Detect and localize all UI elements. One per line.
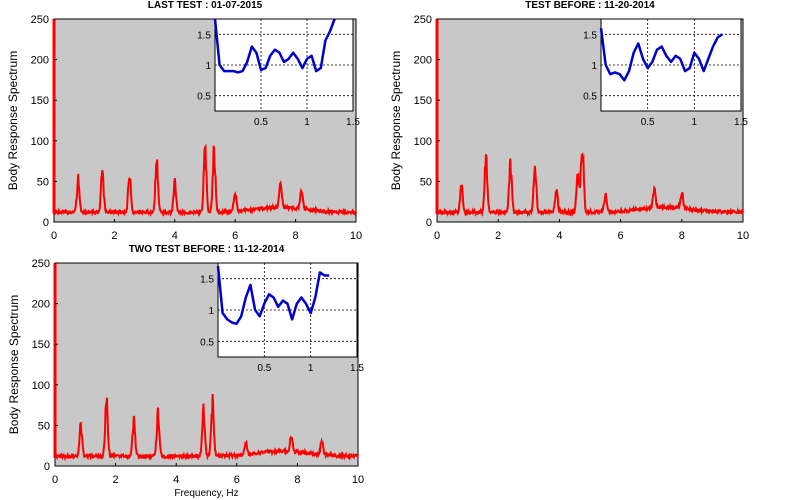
y-tick-label: 200 [32, 299, 50, 311]
x-tick-label: 0 [51, 230, 57, 242]
y-tick-label: 50 [37, 176, 49, 188]
x-tick-label: 8 [294, 474, 300, 486]
inset-x-tick-label: 1.5 [346, 117, 360, 128]
y-tick-label: 200 [31, 55, 49, 67]
y-tick-label: 0 [426, 217, 432, 229]
x-tick-label: 2 [113, 474, 119, 486]
inset-y-tick-label: 0.5 [583, 92, 597, 103]
inset-chart: 0.5 1 1.5 0.5 1 1.5 [200, 262, 364, 374]
inset-x-tick-label: 1 [308, 363, 314, 374]
x-tick-label: 0 [52, 474, 58, 486]
y-tick-label: 150 [32, 339, 50, 351]
inset-x-tick-label: 1 [304, 117, 310, 128]
inset-y-tick-label: 1 [205, 61, 211, 72]
x-tick-label: 0 [434, 230, 440, 242]
y-tick-label: 100 [31, 136, 49, 148]
x-tick-label: 4 [556, 230, 562, 242]
chart-title: TEST BEFORE : 11-20-2014 [525, 0, 655, 11]
x-tick-label: 8 [679, 230, 685, 242]
inset-y-tick-label: 1 [208, 306, 214, 317]
spectrum-series-line [53, 143, 357, 218]
y-tick-label: 100 [414, 136, 432, 148]
chart-title: LAST TEST : 01-07-2015 [148, 0, 263, 11]
x-tick-label: 4 [172, 230, 178, 242]
y-tick-label: 250 [32, 258, 50, 270]
y-tick-label: 150 [31, 95, 49, 107]
x-tick-label: 6 [618, 230, 624, 242]
x-tick-label: 2 [495, 230, 501, 242]
y-tick-label: 0 [43, 217, 49, 229]
y-tick-label: 50 [420, 176, 432, 188]
inset-y-tick-label: 1.5 [197, 30, 211, 41]
inset-series-line [216, 265, 330, 326]
y-tick-label: 150 [414, 95, 432, 107]
inset-x-tick-label: 0.5 [641, 117, 655, 128]
spectrum-series-line [54, 393, 359, 462]
y-tick-label: 250 [31, 14, 49, 26]
y-axis-label: Body Response Spectrum [389, 51, 403, 190]
x-axis-label: Frequency, Hz [174, 488, 238, 499]
inset-x-tick-label: 1 [692, 117, 698, 128]
y-axis-label: Body Response Spectrum [6, 51, 20, 190]
x-tick-label: 10 [350, 230, 362, 242]
inset-series-line [599, 28, 723, 82]
x-tick-label: 4 [173, 474, 179, 486]
x-tick-label: 10 [352, 474, 364, 486]
x-tick-label: 10 [737, 230, 749, 242]
inset-y-tick-label: 1 [591, 61, 597, 72]
x-tick-label: 2 [111, 230, 117, 242]
inset-x-tick-label: 0.5 [254, 117, 268, 128]
y-axis-label: Body Response Spectrum [7, 295, 21, 434]
inset-x-tick-label: 1.5 [734, 117, 748, 128]
y-tick-label: 50 [38, 420, 50, 432]
inset-y-tick-label: 1.5 [583, 30, 597, 41]
y-tick-label: 100 [32, 380, 50, 392]
inset-chart: 0.5 1 1.5 0.5 1 1.5 [197, 18, 360, 128]
x-tick-label: 8 [293, 230, 299, 242]
inset-chart: 0.5 1 1.5 0.5 1 1.5 [583, 18, 748, 128]
inset-x-tick-label: 1.5 [350, 363, 364, 374]
y-tick-label: 250 [414, 14, 432, 26]
inset-x-tick-label: 0.5 [257, 363, 271, 374]
y-tick-label: 200 [414, 55, 432, 67]
inset-y-tick-label: 0.5 [200, 337, 214, 348]
inset-y-tick-label: 0.5 [197, 92, 211, 103]
spectrum-series-line [436, 152, 744, 218]
inset-y-tick-label: 1.5 [200, 275, 214, 286]
x-tick-label: 6 [232, 230, 238, 242]
chart-title: TWO TEST BEFORE : 11-12-2014 [129, 244, 285, 255]
x-tick-label: 6 [234, 474, 240, 486]
y-tick-label: 0 [44, 461, 50, 473]
inset-series-line [213, 18, 336, 74]
